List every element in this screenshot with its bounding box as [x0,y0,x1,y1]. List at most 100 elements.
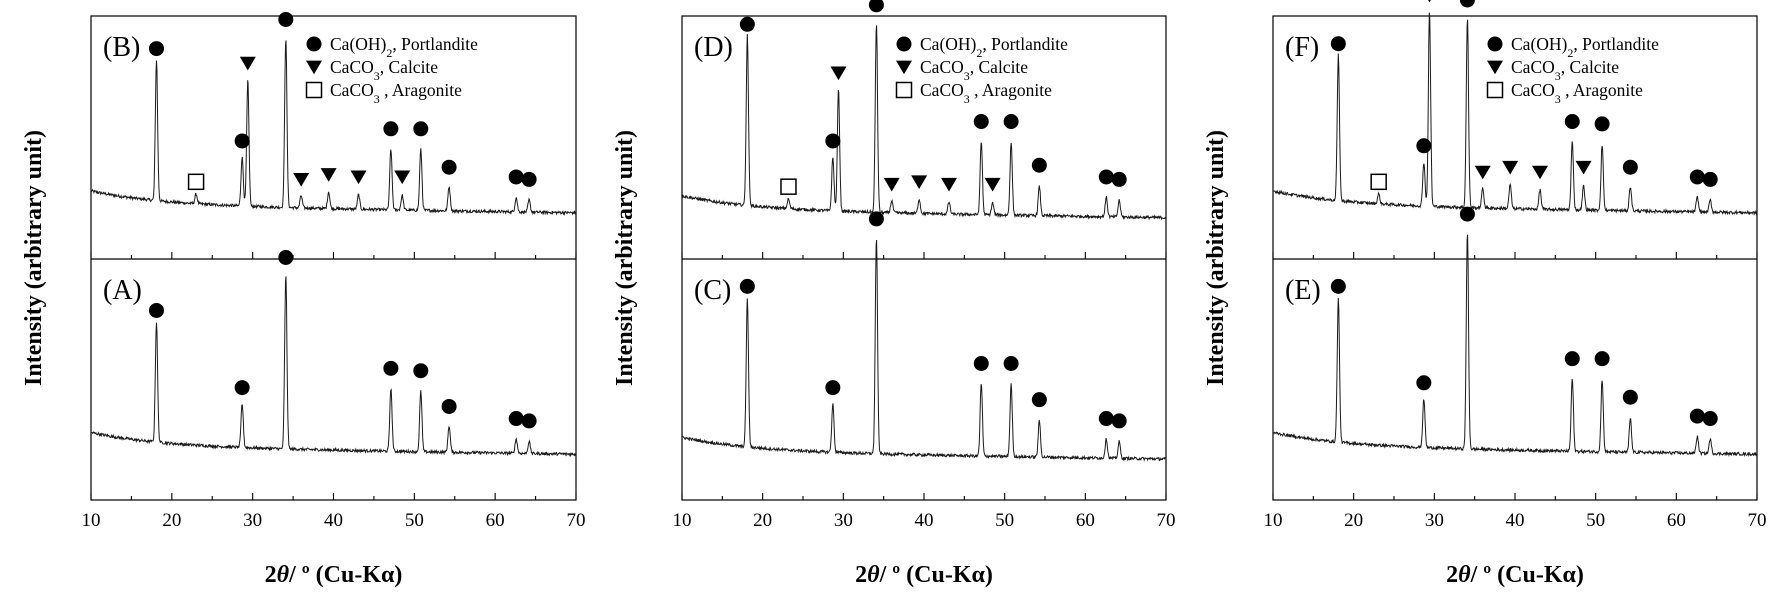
calcite-peak-marker [350,170,367,185]
portlandite-peak-marker [1702,171,1718,187]
legend-triangle-icon [1487,60,1503,75]
legend-entry: CaCO3 , Aragonite [1511,80,1643,106]
legend-triangle-icon [306,60,322,75]
panel-label: (B) [103,32,140,63]
calcite-peak-marker [984,177,1001,192]
subplot-e: (E) [1272,206,1758,458]
calcite-peak-marker [1575,160,1592,175]
portlandite-peak-marker [1564,351,1580,367]
portlandite-peak-marker [1689,408,1705,424]
x-axis-title: 2θ/ º (Cu-Kα) [265,562,403,588]
portlandite-peak-marker [1031,392,1047,408]
portlandite-peak-marker [413,121,429,137]
x-tick-label: 70 [567,510,586,531]
portlandite-peak-marker [441,159,457,175]
portlandite-peak-marker [441,398,457,414]
portlandite-peak-marker [868,211,884,227]
subplot-a: (A) [90,249,577,458]
portlandite-peak-marker [1098,411,1114,427]
legend-square-icon [895,81,913,99]
x-tick-label: 10 [673,510,692,531]
portlandite-peak-marker [1111,171,1127,187]
aragonite-peak-marker [1370,173,1387,191]
panel-label: (E) [1285,275,1321,306]
x-tick-label: 10 [1264,510,1283,531]
portlandite-peak-marker [508,411,524,427]
portlandite-peak-marker [973,114,989,129]
portlandite-peak-marker [278,249,294,265]
legend-circle-icon [306,36,322,52]
portlandite-peak-marker [1330,36,1346,52]
x-tick-label: 20 [1344,510,1363,531]
portlandite-peak-marker [1416,375,1432,391]
portlandite-peak-marker [148,41,164,57]
x-tick-label: 40 [324,510,343,531]
calcite-peak-marker [394,170,411,185]
portlandite-peak-marker [1098,169,1114,185]
legend-triangle-icon [896,60,912,75]
legend-entry: Ca(OH)2, Portlandite [1511,34,1659,60]
x-axis-title: 2θ/ º (Cu-Kα) [855,562,993,588]
x-tick-label: 40 [915,510,934,531]
calcite-peak-marker [941,177,958,192]
portlandite-peak-marker [1622,159,1638,175]
legend-entry: Ca(OH)2, Portlandite [330,34,478,60]
portlandite-peak-marker [278,11,294,27]
panel-label: (D) [694,32,733,63]
x-tick-label: 50 [1586,510,1605,531]
x-tick-label: 60 [486,510,505,531]
calcite-peak-marker [293,172,310,187]
xrd-trace [1272,234,1758,458]
xrd-chart-1: 10 20 30 40 50 60 70 2θ/ º (Cu-Kα) Intensity (ar… [21,11,586,588]
legend-square-icon [305,81,323,99]
x-tick-label: 70 [1748,510,1767,531]
portlandite-peak-marker [148,302,164,318]
xrd-trace [90,40,577,217]
calcite-peak-marker [1428,0,1431,3]
legend-entry: CaCO3 , Aragonite [330,80,462,106]
portlandite-peak-marker [739,16,755,32]
calcite-peak-marker [320,168,337,182]
subplot-c: (C) [681,211,1167,462]
calcite-peak-marker [830,66,847,81]
xrd-chart-2: 10 20 30 40 50 60 70 2θ/ º (Cu-Kα) Intensity (ar… [612,0,1176,588]
legend-entry: CaCO3, Calcite [920,57,1028,83]
portlandite-peak-marker [1689,169,1705,185]
y-axis-title: Intensity (arbitrary unit) [1203,130,1229,386]
y-axis-title: Intensity (arbitrary unit) [21,130,47,386]
portlandite-peak-marker [234,133,250,149]
portlandite-peak-marker [1702,411,1718,427]
x-tick-label: 10 [82,510,101,531]
x-tick-label: 20 [162,510,181,531]
panel-label: (C) [694,275,731,306]
x-tick-label: 70 [1157,510,1176,531]
x-tick-label: 50 [405,510,424,531]
calcite-peak-marker [911,175,928,190]
xrd-trace [681,25,1167,221]
x-axis-title: 2θ/ º (Cu-Kα) [1446,562,1584,588]
legend-entry: CaCO3, Calcite [330,57,438,83]
legend-entry: CaCO3 , Aragonite [920,80,1052,106]
xrd-trace [1272,12,1758,216]
portlandite-peak-marker [1459,0,1475,8]
portlandite-peak-marker [1330,278,1346,294]
portlandite-peak-marker [508,169,524,185]
x-tick-label: 30 [834,510,853,531]
calcite-peak-marker [883,177,900,192]
portlandite-peak-marker [1003,356,1019,371]
panel-label: (A) [103,275,142,306]
x-tick-label: 50 [995,510,1014,531]
portlandite-peak-marker [1003,114,1019,129]
portlandite-peak-marker [1416,138,1432,154]
portlandite-peak-marker [383,121,399,137]
portlandite-peak-marker [1564,114,1580,129]
xrd-chart-3: 10 20 30 40 50 60 70 2θ/ º (Cu-Kα) Intensity (ar… [1203,0,1767,588]
portlandite-peak-marker [973,356,989,371]
x-tick-label: 30 [1425,510,1444,531]
